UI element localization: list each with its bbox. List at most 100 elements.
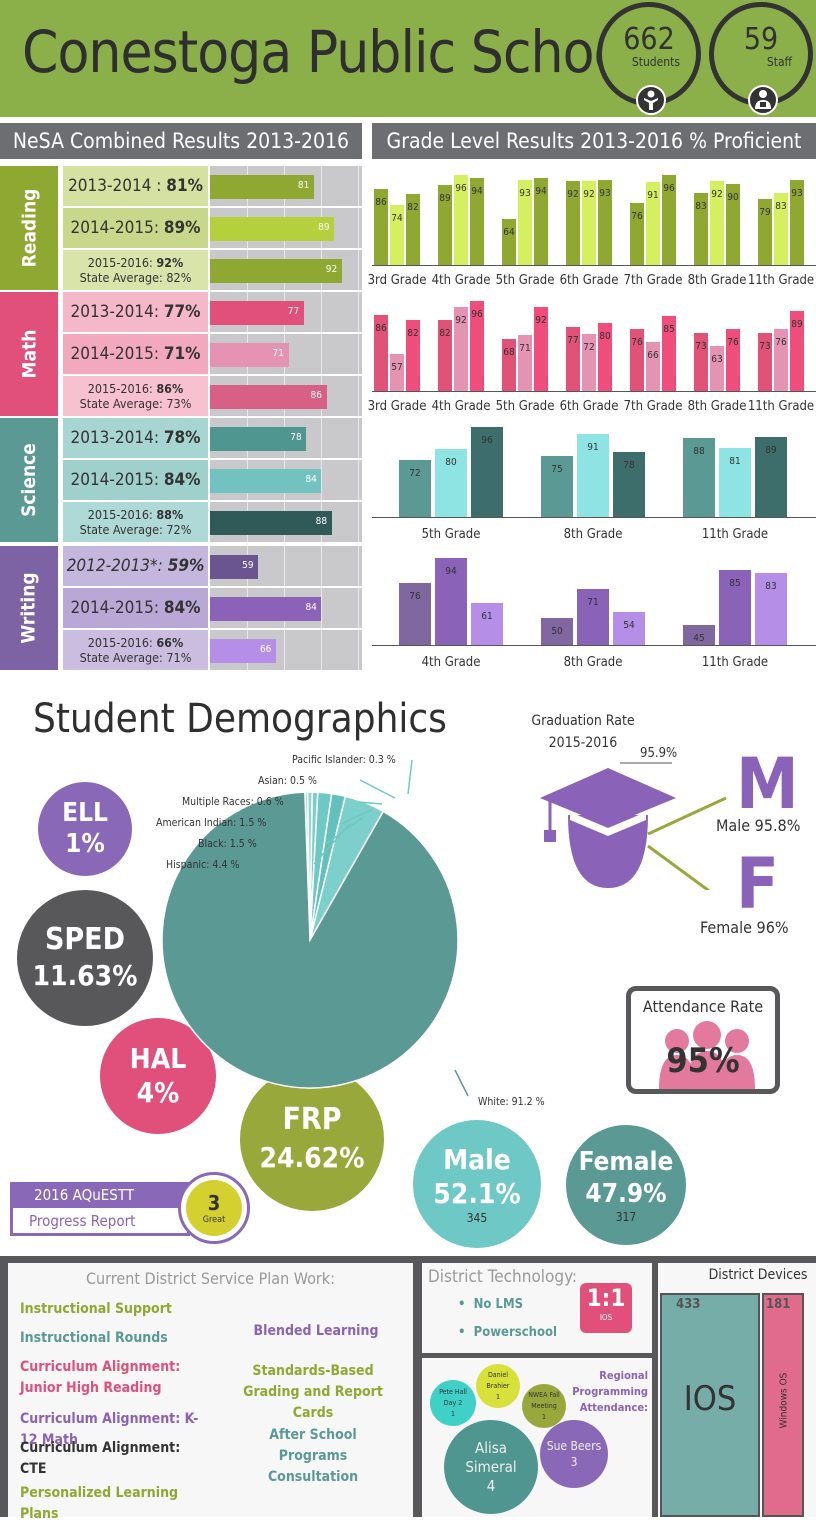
grade-header: Grade Level Results 2013-2016 % Proficie… <box>372 123 816 159</box>
bar-value: 76 <box>775 336 787 348</box>
nesa-bar <box>210 385 327 409</box>
hal-circle: HAL 4% <box>100 1018 216 1134</box>
bar-value: 54 <box>623 620 635 632</box>
grade-bar <box>710 346 724 391</box>
windows-count: 181 <box>766 1297 791 1312</box>
gridline <box>284 546 285 586</box>
nesa-row: 2013-2014 : 81% <box>63 166 208 206</box>
nesa-bar-cell: 71 <box>210 334 362 374</box>
demographics-title: Student Demographics <box>33 696 447 742</box>
pie-leader-line <box>313 823 351 865</box>
year: 2015-2016: <box>87 381 153 396</box>
graduation-year: 2015-2016 <box>548 735 618 751</box>
female-circle: Female 47.9% 317 <box>566 1125 686 1245</box>
gridline <box>321 418 322 458</box>
nesa-row: 2014-2015: 71% <box>63 334 208 374</box>
bar-value: 89 <box>439 192 451 204</box>
gridline <box>358 166 359 206</box>
grade-bar <box>470 178 484 265</box>
regional-bubble: NWEA Fall Meeting 1 <box>522 1384 566 1428</box>
frp-circle: FRP 24.62% <box>240 1067 384 1211</box>
grade-bar <box>774 193 788 265</box>
pct: 77% <box>163 302 201 322</box>
bar-value: 96 <box>455 183 467 195</box>
bar-value: 85 <box>729 578 741 590</box>
bar-value: 82 <box>439 328 451 340</box>
aquestt-rating: Great <box>202 1215 226 1225</box>
grade-bar <box>438 320 452 391</box>
grade-bar <box>758 332 772 391</box>
female-value: 47.9% <box>585 1179 667 1209</box>
grade-label: 3rd Grade <box>367 273 427 288</box>
nesa-bar <box>210 469 322 493</box>
chart-baseline <box>372 517 816 518</box>
tech-item-1: • No LMS <box>458 1297 524 1312</box>
pct: 59% <box>167 556 205 576</box>
regional-bubble: Sue Beers 3 <box>540 1420 608 1488</box>
grade-bar <box>541 455 573 517</box>
nesa-bar-cell: 77 <box>210 292 362 332</box>
year: 2014-2015: <box>70 218 160 238</box>
nesa-bar <box>210 259 342 283</box>
nesa-row: 2015-2016: 92% State Average: 82% <box>63 250 208 290</box>
bar-value: 82 <box>407 328 419 340</box>
gridline <box>358 502 359 542</box>
bar-value: 96 <box>481 435 493 447</box>
nesa-row: 2012-2013*: 59% <box>63 546 208 586</box>
grade-bar <box>390 354 404 391</box>
grade-label: 6th Grade <box>559 399 619 414</box>
grade-bar <box>774 328 788 391</box>
ell-label: ELL <box>62 798 108 828</box>
gridline <box>358 460 359 500</box>
grade-label: 5th Grade <box>495 399 555 414</box>
tech-title: District Technology: <box>428 1267 578 1287</box>
bar-value: 64 <box>503 226 515 238</box>
service-plan-box: Current District Service Plan Work: Inst… <box>8 1263 413 1522</box>
nesa-row: 2014-2015: 84% <box>63 588 208 628</box>
attendance-value: 95% <box>666 1041 740 1081</box>
male-circle: Male 52.1% 345 <box>413 1120 541 1248</box>
grade-bar <box>399 582 431 645</box>
grade-bar <box>470 301 484 391</box>
subject-science: Science <box>0 418 58 542</box>
grade-label: 4th Grade <box>431 399 491 414</box>
grade-bar <box>541 617 573 645</box>
grade-label: 5th Grade <box>421 527 481 542</box>
pie-leader-line <box>359 779 396 799</box>
year-label: 2015-2016: 66% <box>88 635 184 650</box>
gridline <box>358 418 359 458</box>
nesa-bar-cell: 84 <box>210 460 362 500</box>
regional-bubble: Daniel Brahier 1 <box>476 1364 520 1408</box>
gridline <box>358 546 359 586</box>
grade-bar <box>390 205 404 265</box>
nesa-bar-cell: 84 <box>210 588 362 628</box>
grade-bar <box>582 334 596 391</box>
grade-bar <box>598 323 612 391</box>
service-item: Blended Learning <box>253 1323 379 1339</box>
pie-leader-line <box>407 759 413 795</box>
bar-value: 61 <box>481 610 493 622</box>
grade-label: 8th Grade <box>687 273 747 288</box>
bar-value: 78 <box>623 459 635 471</box>
grade-label: 11th Grade <box>701 655 769 670</box>
frp-label: FRP <box>282 1102 342 1137</box>
regional-box: Regional Programming Attendance: Pete Ha… <box>422 1358 652 1517</box>
grade-bar <box>534 178 548 265</box>
pie-slice <box>161 791 459 1089</box>
grade-bar <box>726 183 740 265</box>
pie-label: Pacific Islander: 0.3 % <box>292 754 396 766</box>
bar-value: 93 <box>791 187 803 199</box>
subject-reading: Reading <box>0 166 58 290</box>
grade-label: 11th Grade <box>747 273 815 288</box>
bubble-count: 3 <box>570 1455 578 1469</box>
windows-label: Windows OS <box>778 1372 790 1429</box>
chart-baseline <box>372 265 816 266</box>
pct: 88% <box>156 507 184 522</box>
nesa-bar-cell: 89 <box>210 208 362 248</box>
ell-value: 1% <box>65 829 105 859</box>
bar-value: 76 <box>631 210 643 222</box>
grade-label: 7th Grade <box>623 273 683 288</box>
gridline <box>358 376 359 416</box>
nesa-bar <box>210 555 259 579</box>
grade-bar <box>534 306 548 391</box>
